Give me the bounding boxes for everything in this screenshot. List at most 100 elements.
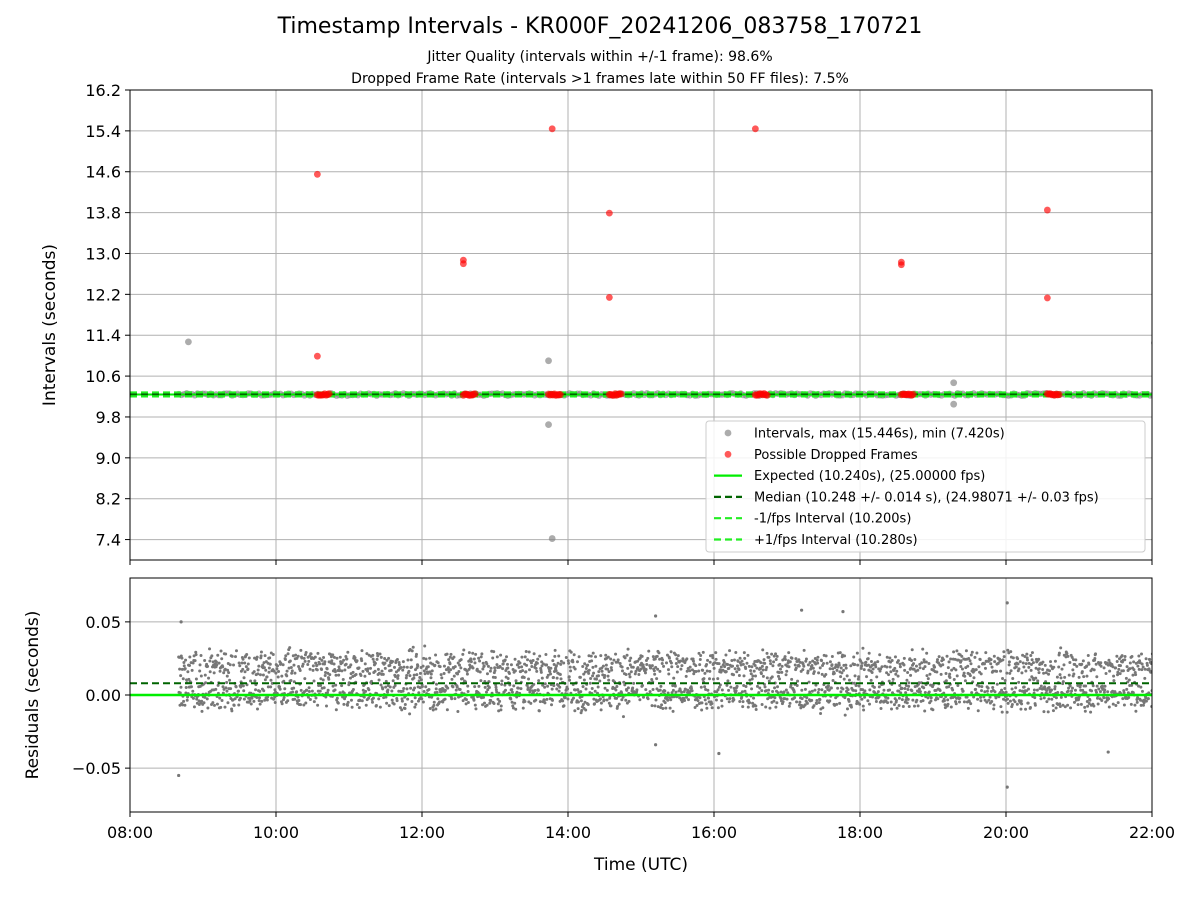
residual-point (599, 708, 603, 712)
residual-point (442, 672, 446, 676)
residual-point (511, 667, 515, 671)
residual-point (189, 685, 193, 689)
residual-point (820, 688, 824, 692)
residual-point (418, 686, 422, 690)
residual-point (714, 698, 718, 702)
residual-point (188, 663, 192, 667)
residual-point (529, 661, 533, 665)
residual-point (1147, 691, 1151, 695)
residual-point (258, 689, 262, 693)
residual-point (868, 688, 872, 692)
residual-point (226, 668, 230, 672)
residual-point (1125, 665, 1129, 669)
y-tick-label: 0.00 (85, 686, 121, 705)
residual-point (991, 685, 995, 689)
residual-point (836, 686, 840, 690)
residual-point (820, 672, 824, 676)
residual-point (495, 655, 499, 659)
residual-point (1009, 669, 1013, 673)
residual-point (347, 681, 351, 685)
residual-point (983, 690, 987, 694)
y-tick-label: 13.0 (85, 244, 121, 263)
residual-point (302, 656, 306, 660)
residual-point (843, 713, 847, 717)
residual-point (457, 669, 461, 673)
residual-point (867, 663, 871, 667)
residual-point (953, 657, 957, 661)
residual-point (528, 688, 532, 692)
residual-point (555, 676, 559, 680)
residual-point (849, 664, 853, 668)
residual-point (760, 664, 764, 668)
residual-point (746, 705, 750, 709)
residual-point (1110, 662, 1114, 666)
residual-point (710, 702, 714, 706)
residual-point (906, 670, 910, 674)
residual-point (780, 670, 784, 674)
residual-point (714, 651, 718, 655)
residual-point (545, 697, 549, 701)
residual-point (183, 667, 187, 671)
residual-point (485, 672, 489, 676)
residual-point (760, 703, 764, 707)
residual-point (308, 667, 312, 671)
residual-point (720, 699, 724, 703)
residual-point (874, 665, 878, 669)
residual-point (514, 679, 518, 683)
residual-point (698, 696, 702, 700)
residual-point (762, 658, 766, 662)
residual-point (315, 668, 319, 672)
residual-point (570, 700, 574, 704)
residual-point (738, 699, 742, 703)
residual-point (211, 701, 215, 705)
legend-label: -1/fps Interval (10.200s) (754, 512, 911, 527)
residual-point (1058, 673, 1062, 677)
residual-point (1071, 686, 1075, 690)
residual-point (770, 675, 774, 679)
residual-point (1076, 683, 1080, 687)
dropped-frame-point (1043, 294, 1051, 302)
residual-point (1123, 658, 1127, 662)
x-tick-label: 12:00 (399, 823, 445, 842)
residual-point (1000, 688, 1004, 692)
residual-point (311, 664, 315, 668)
residual-point (460, 677, 464, 681)
residual-point (301, 662, 305, 666)
y-tick-label: −0.05 (72, 759, 121, 778)
residual-point (1003, 678, 1007, 682)
residual-point (1023, 654, 1027, 658)
residual-point (870, 670, 874, 674)
residual-point (658, 669, 662, 673)
residual-point (888, 656, 892, 660)
residual-point (978, 657, 982, 661)
residual-point (445, 652, 449, 656)
residual-point (1059, 695, 1063, 699)
residual-point (810, 663, 814, 667)
residual-point (948, 672, 952, 676)
residual-point (607, 678, 611, 682)
residual-point (728, 649, 732, 653)
residual-point (299, 688, 303, 692)
residual-point (381, 672, 385, 676)
residual-point (208, 647, 212, 651)
residual-point (341, 695, 345, 699)
residual-point (1136, 664, 1140, 668)
residual-point (960, 667, 964, 671)
residual-point (321, 678, 325, 682)
residual-point (774, 705, 778, 709)
residual-point (676, 654, 680, 658)
residual-point (852, 681, 856, 685)
residual-point (664, 706, 668, 710)
residual-point (1141, 703, 1145, 707)
residual-point (724, 670, 728, 674)
residual-point (286, 699, 290, 703)
residual-point (221, 685, 225, 689)
residual-point (577, 655, 581, 659)
residual-point (904, 684, 908, 688)
residual-point (1020, 702, 1024, 706)
residual-point (916, 704, 920, 708)
residual-point (886, 696, 890, 700)
residual-point (663, 701, 667, 705)
residual-point (183, 703, 187, 707)
